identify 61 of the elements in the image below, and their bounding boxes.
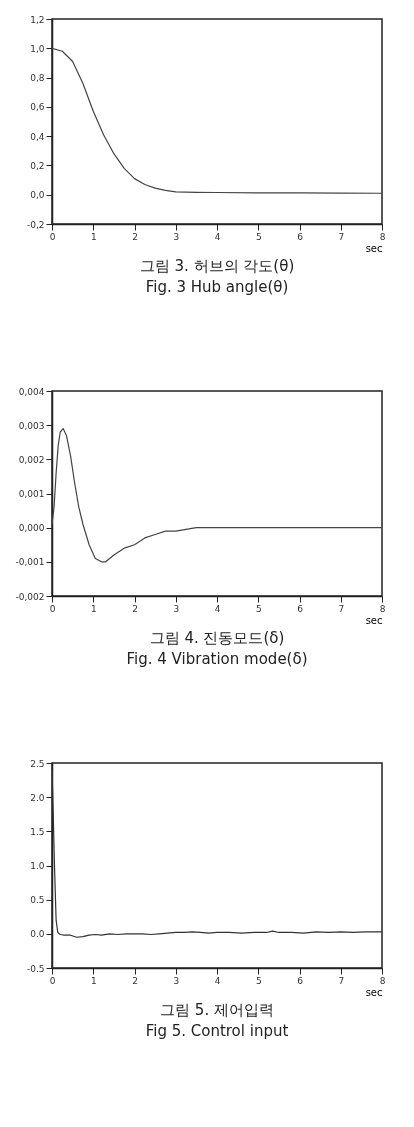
y-tick-label: 0,000 — [18, 523, 45, 534]
x-tick-label: 1 — [90, 603, 97, 614]
y-tick-label: 0,002 — [18, 454, 45, 465]
caption: Fig. 3 Hub angle(θ) — [145, 278, 289, 296]
x-tick-label: 4 — [214, 975, 221, 986]
y-tick-label: 0,004 — [18, 386, 45, 397]
caption: 그림 5. 제어입력 — [160, 1001, 274, 1019]
y-tick-label: -0,002 — [15, 591, 45, 602]
x-tick-label: 3 — [173, 975, 180, 986]
x-tick-label: 6 — [297, 975, 304, 986]
caption: 그림 4. 진동모드(δ) — [149, 629, 285, 647]
x-tick-label: 0 — [49, 603, 56, 614]
x-tick-label: 8 — [379, 231, 386, 242]
y-tick-label: 2.5 — [30, 758, 45, 769]
caption: 그림 3. 허브의 각도(θ) — [139, 257, 295, 275]
y-tick-label: 0,003 — [18, 420, 45, 431]
x-tick-label: 1 — [90, 975, 97, 986]
x-axis-title: sec — [365, 986, 383, 998]
x-tick-label: 5 — [255, 231, 262, 242]
y-tick-label: 0,6 — [30, 102, 45, 113]
y-tick-label: 0,4 — [30, 131, 45, 142]
x-tick-label: 8 — [379, 975, 386, 986]
y-tick-label: 1,2 — [30, 14, 45, 25]
y-tick-label: -0,2 — [26, 219, 45, 230]
x-tick-label: 3 — [173, 231, 180, 242]
x-tick-label: 4 — [214, 231, 221, 242]
x-tick-label: 0 — [49, 975, 56, 986]
line-series — [52, 47, 382, 194]
y-tick-label: 1,0 — [30, 43, 45, 54]
x-tick-label: 2 — [132, 975, 138, 986]
x-tick-label: 1 — [90, 231, 97, 242]
y-tick-label: 0.5 — [30, 895, 45, 906]
x-tick-label: 6 — [297, 603, 304, 614]
x-tick-label: 7 — [338, 603, 345, 614]
x-tick-label: 2 — [132, 231, 138, 242]
x-tick-label: 7 — [338, 231, 345, 242]
x-tick-label: 7 — [338, 975, 345, 986]
x-tick-label: 5 — [255, 603, 262, 614]
x-tick-label: 0 — [49, 231, 56, 242]
x-tick-label: 8 — [379, 603, 386, 614]
y-tick-label: 2.0 — [30, 792, 45, 803]
x-tick-label: 4 — [214, 603, 221, 614]
x-axis-title: sec — [365, 614, 383, 626]
y-tick-label: 0,0 — [30, 190, 45, 201]
y-tick-label: -0.5 — [26, 963, 45, 974]
x-tick-label: 6 — [297, 231, 304, 242]
line-series — [52, 427, 382, 563]
x-tick-label: 3 — [173, 603, 180, 614]
caption: Fig 5. Control input — [145, 1022, 289, 1040]
y-tick-label: 1.0 — [30, 861, 45, 871]
y-tick-label: 0,2 — [30, 160, 45, 171]
y-tick-label: 0.0 — [30, 929, 45, 940]
x-tick-label: 2 — [132, 603, 138, 614]
x-axis-title: sec — [365, 242, 383, 254]
y-tick-label: -0,001 — [15, 557, 45, 568]
line-series — [52, 769, 382, 938]
y-tick-label: 1.5 — [30, 826, 45, 837]
y-tick-label: 0,001 — [18, 489, 45, 499]
x-tick-label: 5 — [255, 975, 262, 986]
caption: Fig. 4 Vibration mode(δ) — [126, 650, 308, 668]
y-tick-label: 0,8 — [30, 73, 45, 84]
